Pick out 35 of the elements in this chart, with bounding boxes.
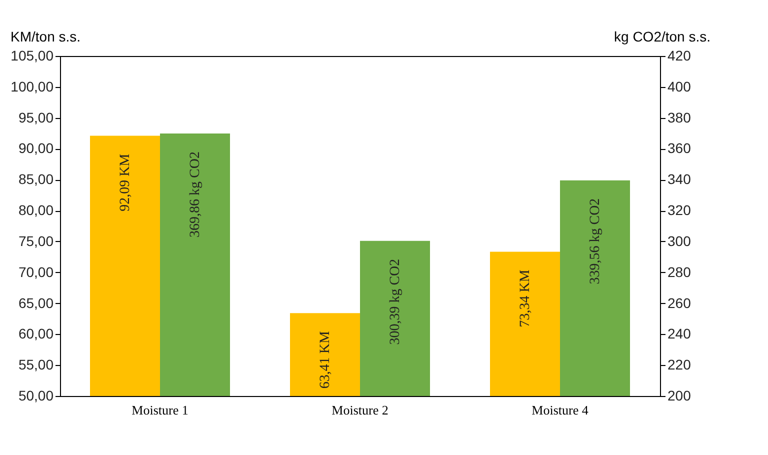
y2-tick-label: 360	[668, 140, 692, 156]
y-axis-title: KM/ton s.s.	[10, 28, 81, 44]
y-tick-label: 60,00	[18, 326, 54, 342]
y2-tick-label: 240	[668, 326, 692, 342]
y2-tick-label: 320	[668, 202, 692, 218]
y2-tick-label: 220	[668, 356, 692, 373]
x-tick-label: Moisture 1	[132, 402, 188, 418]
y2-axis-title: kg CO2/ton s.s.	[614, 28, 710, 44]
y2-tick-label: 300	[668, 232, 692, 249]
y-tick-label: 105,00	[10, 48, 54, 64]
y-tick-label: 75,00	[18, 232, 54, 249]
y2-tick-label: 380	[668, 109, 692, 126]
y2-tick-label: 200	[668, 388, 692, 404]
data-label: 63,41 KM	[318, 330, 333, 389]
x-tick-label: Moisture 2	[332, 402, 388, 418]
y-tick-label: 85,00	[18, 171, 54, 188]
y-tick-label: 55,00	[18, 356, 54, 373]
y-tick-label: 95,00	[18, 109, 54, 126]
data-label: 369,86 kg CO2	[188, 151, 203, 238]
y-tick-label: 100,00	[10, 78, 54, 94]
y2-tick-label: 400	[668, 78, 692, 94]
data-label: 300,39 kg CO2	[388, 258, 403, 345]
y2-tick-label: 280	[668, 264, 692, 280]
y-tick-label: 90,00	[18, 140, 54, 156]
y2-tick-label: 420	[668, 48, 692, 64]
data-label: 92,09 KM	[118, 153, 133, 212]
y2-tick-label: 260	[668, 294, 692, 311]
data-label: 73,34 KM	[518, 269, 533, 328]
data-label: 339,56 kg CO2	[588, 198, 603, 284]
y-tick-label: 80,00	[18, 202, 54, 218]
y-tick-label: 70,00	[18, 264, 54, 280]
x-tick-label: Moisture 4	[532, 402, 589, 418]
y-tick-label: 65,00	[18, 294, 54, 311]
y-tick-label: 50,00	[18, 388, 54, 404]
y2-tick-label: 340	[668, 171, 692, 188]
